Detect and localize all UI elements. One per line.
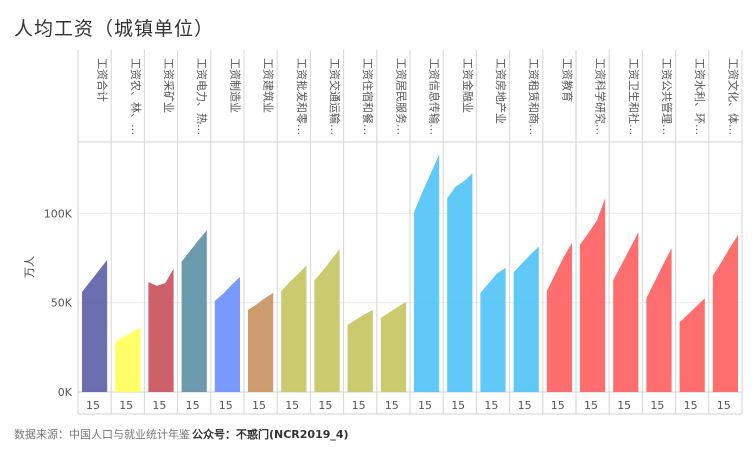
x-tick-label: 15 — [186, 399, 200, 412]
panel-header-label: 工资租赁和商… — [527, 58, 541, 135]
panel-header-label: 工资科学研究… — [594, 58, 608, 135]
x-tick-label: 15 — [484, 399, 498, 412]
x-tick-label: 15 — [617, 399, 631, 412]
x-tick-label: 15 — [285, 399, 299, 412]
panel-header-label: 工资合计 — [96, 58, 110, 102]
x-tick-label: 15 — [119, 399, 133, 412]
area-mark — [82, 259, 108, 392]
area-mark — [347, 309, 373, 392]
area-mark — [480, 267, 506, 392]
panel: 工资房地产业 15 — [480, 50, 511, 414]
panel-header-label: 工资教育 — [560, 58, 574, 102]
x-tick-label: 15 — [318, 399, 332, 412]
x-tick-label: 15 — [86, 399, 100, 412]
panel-header-label: 工资房地产业 — [494, 58, 508, 124]
x-tick-label: 15 — [650, 399, 664, 412]
y-tick-label: 0K — [58, 386, 73, 399]
panel: 工资批发和零… 15 — [281, 50, 311, 414]
x-tick-label: 15 — [252, 399, 266, 412]
panel: 工资居民服务… 15 — [380, 50, 411, 414]
area-mark — [314, 249, 340, 392]
panel: 工资租赁和商… 15 — [513, 50, 544, 414]
x-tick-label: 15 — [219, 399, 233, 412]
x-tick-label: 15 — [152, 399, 166, 412]
panel-header-label: 工资交通运输… — [328, 58, 342, 135]
panel-header-label: 工资公共管理… — [660, 58, 674, 135]
panel: 工资住宿和餐… 15 — [347, 50, 378, 414]
panel: 工资水利、环… 15 — [679, 50, 710, 414]
area-mark — [281, 265, 307, 392]
chart-title: 人均工资（城镇单位） — [14, 18, 215, 40]
panel: 工资采矿业 15 — [148, 50, 179, 414]
y-tick-label: 100K — [44, 207, 73, 220]
x-tick-label: 15 — [717, 399, 731, 412]
panel: 工资交通运输… 15 — [314, 50, 345, 414]
area-mark — [214, 276, 240, 392]
y-tick-label: 50K — [51, 297, 73, 310]
panel-header-label: 工资居民服务… — [394, 58, 407, 135]
panel-header-label: 工资建筑业 — [262, 58, 276, 113]
panel: 工资文化、体… 15 — [712, 50, 743, 414]
y-axis: 0K 50K 100K — [44, 207, 73, 399]
area-mark — [679, 298, 705, 392]
panel-header-label: 工资信息传输… — [428, 58, 442, 135]
panel: 工资卫生和社… 15 — [613, 50, 643, 414]
footer-account: 公众号：不惑门(NCR2019_4) — [192, 428, 349, 441]
area-mark — [646, 248, 672, 392]
panel: 工资公共管理… 15 — [646, 50, 677, 414]
panel: 工资信息传输… 15 — [414, 50, 444, 414]
x-tick-label: 15 — [385, 399, 399, 412]
footer-source: 数据来源：中国人口与就业统计年鉴 — [14, 428, 190, 441]
panel-header-label: 工资水利、环… — [693, 58, 706, 135]
panel-header-label: 工资电力、热… — [195, 58, 208, 135]
area-mark — [248, 292, 274, 392]
area-mark — [546, 242, 572, 392]
area-mark — [712, 234, 738, 392]
panel: 工资制造业 15 — [214, 50, 245, 414]
panel-header-label: 工资制造业 — [228, 58, 242, 113]
x-tick-label: 15 — [451, 399, 465, 412]
area-mark — [148, 268, 174, 392]
panel: 工资电力、热… 15 — [181, 50, 212, 414]
panel-header-label: 工资采矿业 — [162, 58, 175, 113]
panels: 工资合计15工资农、林、…15工资采矿业15工资电力、热…15工资制造业15工资… — [82, 50, 743, 414]
panel: 工资科学研究… 15 — [580, 50, 610, 414]
area-mark — [181, 230, 207, 392]
x-tick-label: 15 — [352, 399, 366, 412]
x-tick-label: 15 — [584, 399, 598, 412]
panel: 工资合计 15 — [82, 50, 112, 414]
x-tick-label: 15 — [684, 399, 698, 412]
area-mark — [380, 301, 406, 392]
area-mark — [613, 232, 639, 392]
panel: 工资建筑业 15 — [248, 50, 278, 414]
panel-header-label: 工资金融业 — [461, 58, 475, 113]
y-axis-label: 万人 — [23, 256, 36, 278]
panel-header-label: 工资批发和零… — [295, 58, 309, 135]
area-mark — [513, 246, 539, 392]
panel-header-label: 工资文化、体… — [726, 58, 740, 135]
area-mark — [414, 154, 440, 392]
panel-header-label: 工资住宿和餐… — [361, 58, 375, 135]
footer: 数据来源：中国人口与就业统计年鉴 公众号：不惑门(NCR2019_4) — [14, 426, 349, 442]
area-mark — [115, 327, 141, 392]
panel: 工资农、林、… 15 — [115, 50, 145, 414]
x-tick-label: 15 — [418, 399, 432, 412]
x-tick-label: 15 — [518, 399, 532, 412]
x-tick-label: 15 — [551, 399, 565, 412]
panel-header-label: 工资卫生和社… — [627, 58, 641, 135]
area-mark — [447, 173, 473, 392]
panel: 工资教育 15 — [546, 50, 577, 414]
panel-header-label: 工资农、林、… — [129, 58, 143, 135]
panel: 工资金融业 15 — [447, 50, 477, 414]
area-mark — [580, 198, 606, 392]
